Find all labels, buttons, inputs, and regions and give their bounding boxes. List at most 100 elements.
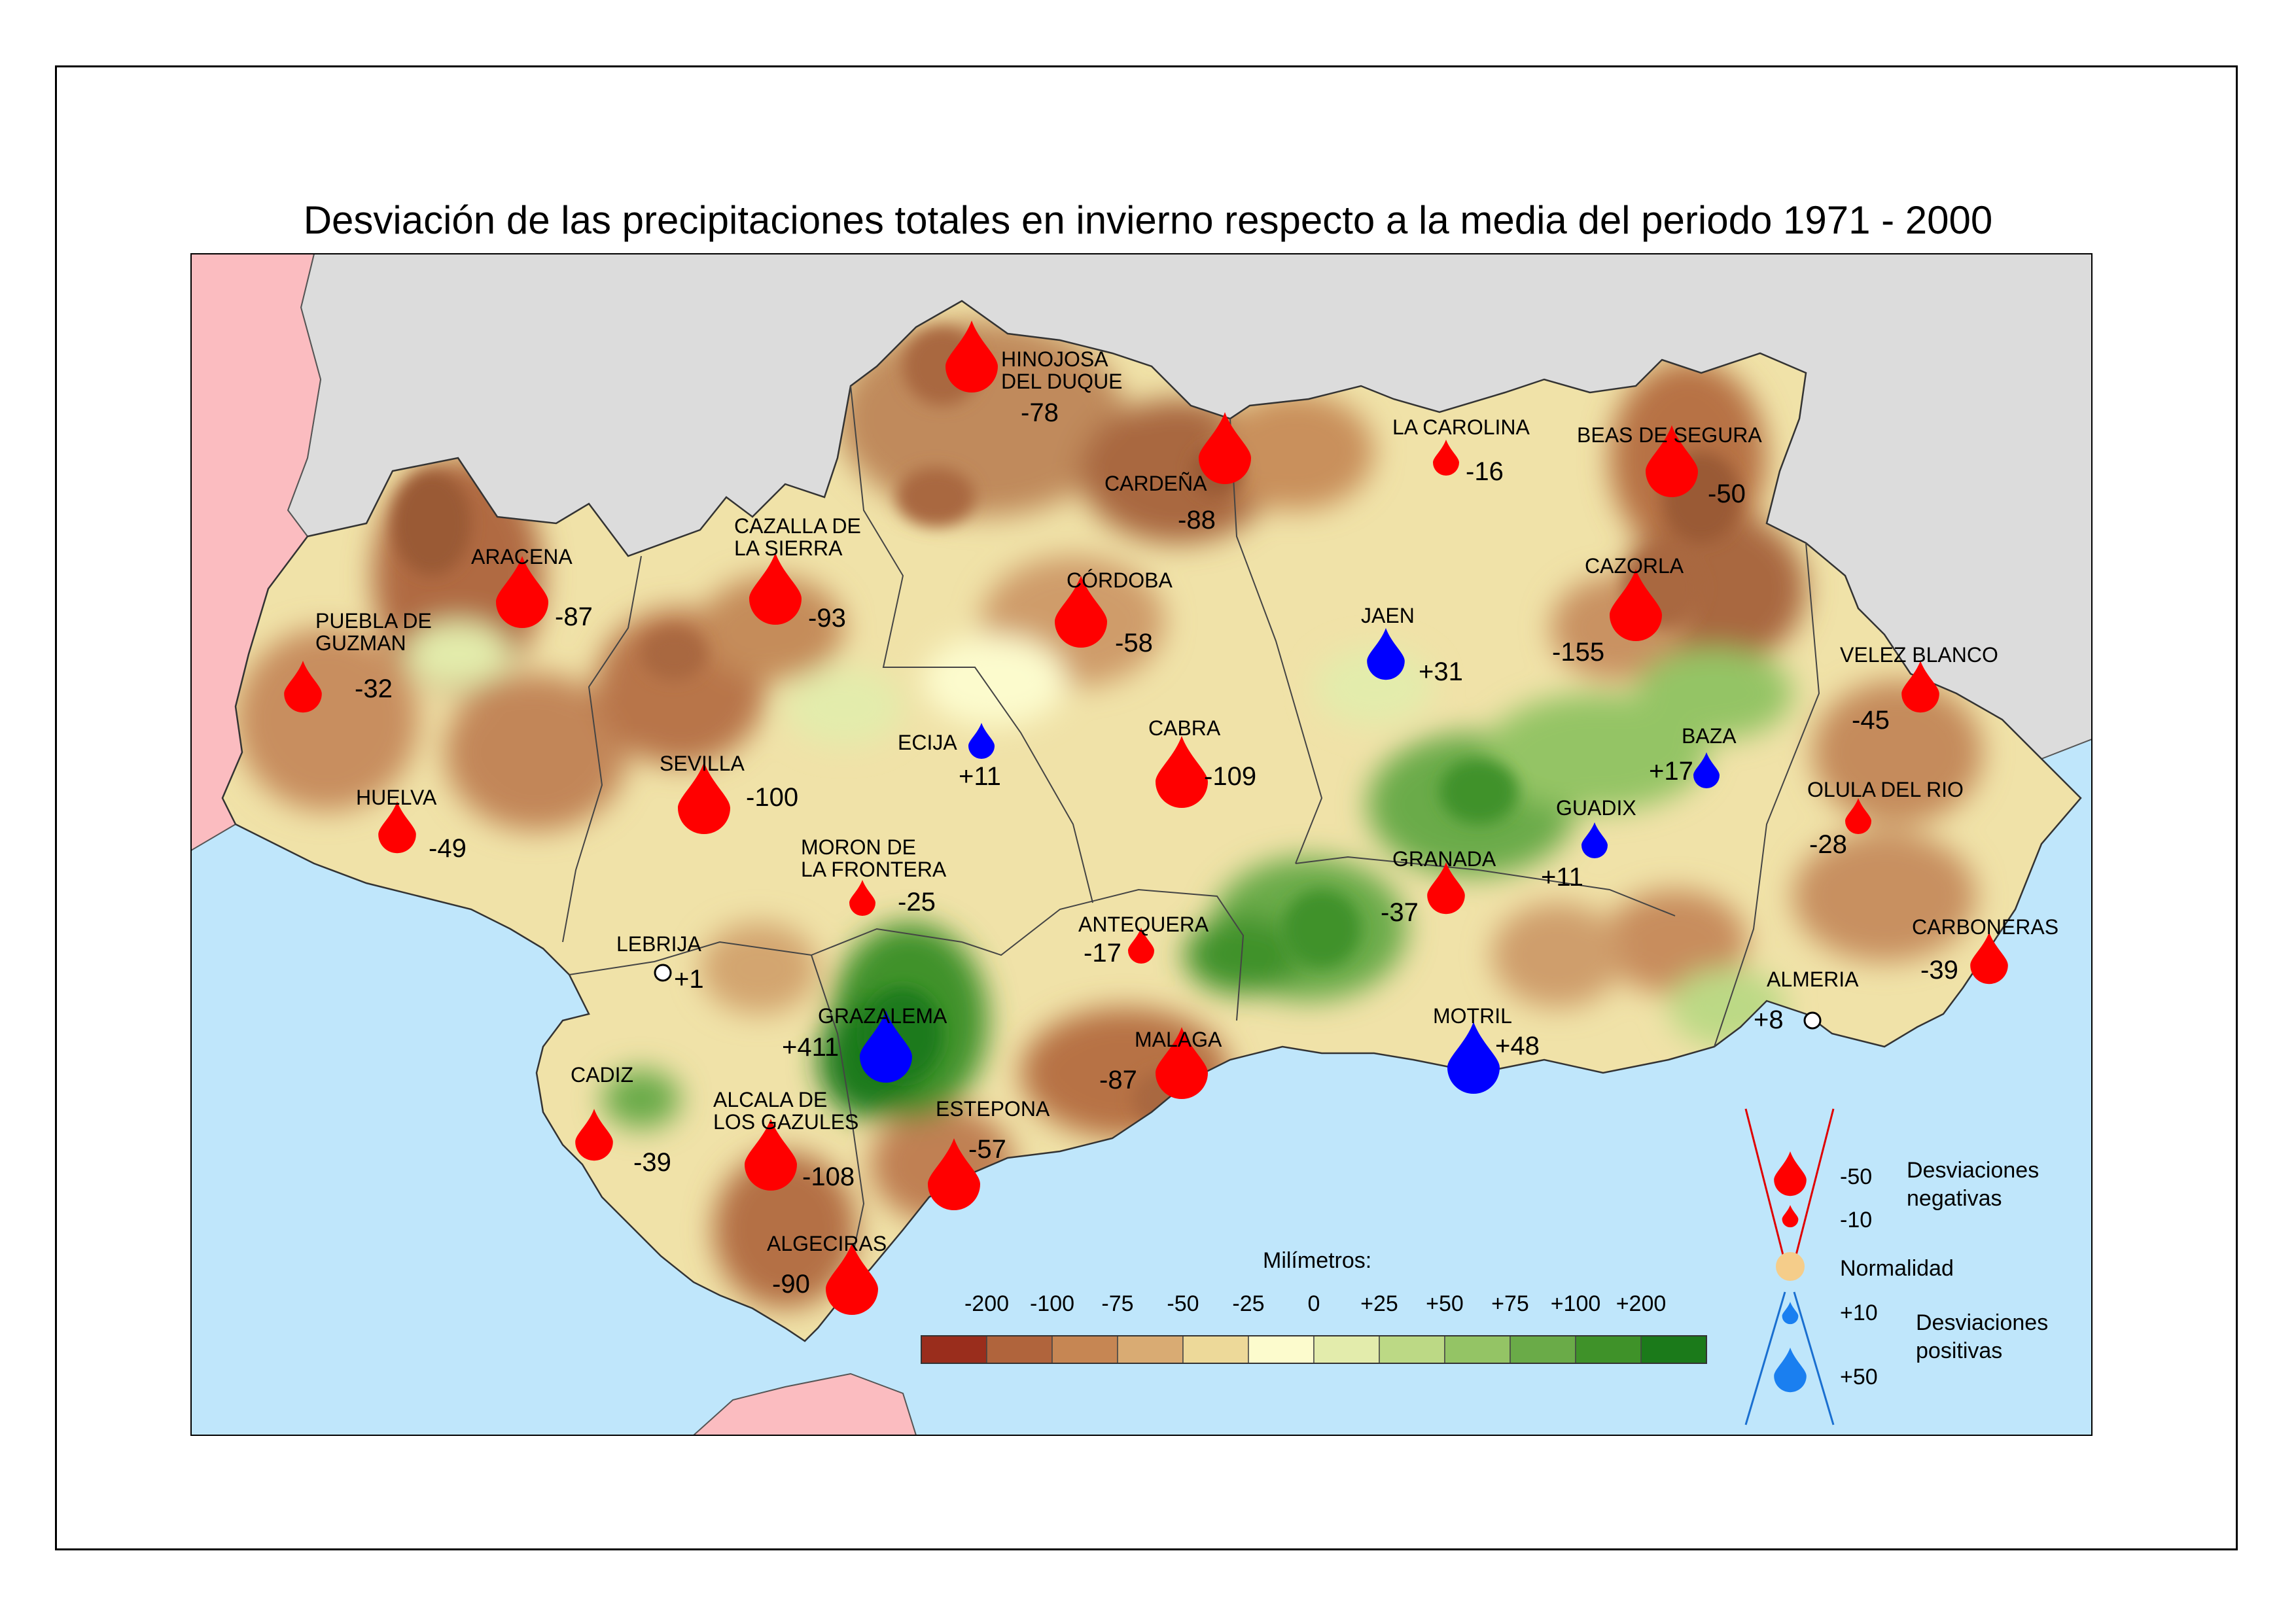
station-name: DEL DUQUE <box>1001 370 1123 393</box>
station-name: MOTRIL <box>1433 1004 1512 1028</box>
station-huelva: HUELVA -49 <box>356 786 467 863</box>
colorbar-tick-label: +200 <box>1616 1291 1667 1316</box>
station-name: ALCALA DE <box>713 1088 827 1111</box>
station-value: -16 <box>1466 457 1504 486</box>
station-name: OLULA DEL RIO <box>1807 778 1964 801</box>
station-value: -32 <box>355 674 393 703</box>
negative-drop-marker <box>1427 862 1465 915</box>
negative-drop-marker <box>1128 928 1154 964</box>
colorbar-tick-label: -200 <box>964 1291 1009 1316</box>
colorbar-swatch <box>1575 1335 1642 1364</box>
negative-drop-marker <box>1156 736 1208 808</box>
station-name: CÓRDOBA <box>1067 568 1173 592</box>
negative-drop-marker <box>1646 425 1698 497</box>
map-frame <box>55 65 2238 1550</box>
station-granada: GRANADA -37 <box>1381 847 1496 927</box>
station-value: -58 <box>1115 629 1153 657</box>
station-name: LEBRIJA <box>616 932 701 956</box>
station-lebrija: LEBRIJA +1 <box>616 932 704 994</box>
negative-drop-marker <box>678 762 730 834</box>
station-antequera: ANTEQUERA -17 <box>1078 913 1209 968</box>
colorbar-outline <box>921 1335 1707 1364</box>
station-name: HUELVA <box>356 786 437 809</box>
station-name: MORON DE <box>801 835 916 859</box>
station-value: -87 <box>1099 1066 1137 1094</box>
negative-drop-marker <box>1433 440 1459 476</box>
station-name: ANTEQUERA <box>1078 913 1209 936</box>
drop-legend-label: -10 <box>1840 1208 1872 1232</box>
station-value: -50 <box>1708 480 1746 508</box>
station-value: +31 <box>1419 657 1463 686</box>
station-name: GRANADA <box>1392 847 1496 871</box>
station-name: BAZA <box>1682 724 1737 748</box>
colorbar-swatch <box>1248 1335 1315 1364</box>
station-value: -49 <box>429 834 467 863</box>
station-name: LA FRONTERA <box>801 858 947 881</box>
colorbar-swatch <box>1313 1335 1380 1364</box>
station-value: -39 <box>633 1148 671 1177</box>
station-carboneras: CARBONERAS -39 <box>1912 915 2058 985</box>
station-value: -25 <box>898 888 936 916</box>
station-value: -100 <box>746 783 798 812</box>
station-value: +11 <box>1541 863 1583 892</box>
station-ecija: ECIJA+11 <box>898 723 1001 791</box>
colorbar-tick-label: -75 <box>1101 1291 1133 1316</box>
station-name: ESTEPONA <box>936 1097 1050 1121</box>
station-jaen: JAEN +31 <box>1361 604 1463 686</box>
negative-drop-marker <box>496 556 548 628</box>
positive-drop-marker <box>860 1011 912 1083</box>
negative-drop-marker <box>1901 661 1939 713</box>
colorbar-swatches <box>921 1335 1707 1364</box>
positive-drop-marker <box>968 723 995 759</box>
negative-drop-marker <box>928 1138 980 1210</box>
negative-drop-marker <box>1970 932 2008 985</box>
negative-drop-marker <box>1199 412 1251 484</box>
negative-drop-marker <box>575 1109 613 1161</box>
drop-legend-item: +50 <box>1774 1348 1878 1393</box>
negative-label-line2: negativas <box>1907 1186 2002 1211</box>
colorbar-swatch <box>1510 1335 1576 1364</box>
station-value: -17 <box>1084 939 1122 968</box>
province-boundaries <box>562 385 1820 1296</box>
negative-drop-marker <box>1055 576 1107 648</box>
negative-legend-drop <box>1774 1151 1807 1196</box>
colorbar-swatch <box>1379 1335 1445 1364</box>
station-cazorla: CAZORLA -155 <box>1552 554 1684 667</box>
morocco <box>692 1372 917 1435</box>
station-name: CARBONERAS <box>1912 915 2058 939</box>
station-name: JAEN <box>1361 604 1415 627</box>
colorbar-tick-label: -100 <box>1030 1291 1074 1316</box>
station-name: HINOJOSA <box>1001 347 1108 371</box>
drop-legend: -50 -10 Normalidad +10 +50 Desviaciones nega… <box>1744 1108 2048 1425</box>
negative-drop-marker <box>1156 1027 1208 1099</box>
station-aracena: ARACENA -87 <box>471 545 593 631</box>
positive-drop-marker <box>1581 822 1608 858</box>
station-name: ECIJA <box>898 731 957 754</box>
station-name: LOS GAZULES <box>713 1110 858 1134</box>
negative-drop-marker <box>749 553 802 625</box>
station-name: ALMERIA <box>1767 968 1859 991</box>
station-name: GUZMAN <box>315 631 406 655</box>
station-value: -90 <box>772 1270 810 1299</box>
station-value: +411 <box>782 1033 839 1062</box>
station-name: BEAS DE SEGURA <box>1577 423 1762 447</box>
colorbar-swatch <box>1182 1335 1249 1364</box>
drop-legend-items: -50 -10 Normalidad +10 +50 <box>1774 1151 1954 1393</box>
station-value: -45 <box>1852 706 1890 735</box>
station-velez-blanco: VELEZ BLANCO -45 <box>1840 643 1998 735</box>
colorbar-tick-label: -50 <box>1167 1291 1199 1316</box>
station-cardena: CARDEÑA -88 <box>1104 412 1251 534</box>
drop-legend-item: Normalidad <box>1776 1252 1954 1281</box>
negative-legend-drop <box>1782 1205 1799 1228</box>
station-estepona: ESTEPONA -57 <box>928 1097 1050 1210</box>
colorbar-tick-label: +75 <box>1491 1291 1529 1316</box>
colorbar-swatch <box>921 1335 987 1364</box>
station-algeciras: ALGECIRAS -90 <box>767 1232 887 1316</box>
station-value: -37 <box>1381 898 1419 927</box>
station-value: -57 <box>968 1135 1006 1164</box>
station-name: VELEZ BLANCO <box>1840 643 1998 667</box>
colorbar-tick-label: -25 <box>1232 1291 1264 1316</box>
